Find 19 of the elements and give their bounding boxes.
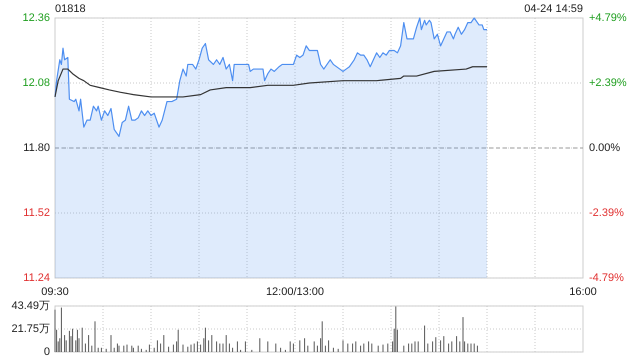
y2-tick-label: +4.79%	[589, 12, 627, 24]
x-tick-label: 09:30	[41, 286, 69, 298]
y2-tick-label: 0.00%	[589, 142, 620, 154]
chart-title: 01818	[55, 2, 86, 15]
y-tick-label: 43.49万	[11, 300, 50, 312]
y2-tick-label: -2.39%	[589, 206, 624, 219]
y-tick-label: 11.52	[23, 206, 50, 219]
y-tick-label: 12.08	[22, 76, 50, 89]
y2-tick-label: -4.79%	[589, 272, 624, 284]
y-tick-label: 21.75万	[11, 322, 50, 335]
x-tick-label: 16:00	[569, 286, 597, 298]
line-series	[54, 66, 488, 98]
text: 04-24 14:59	[524, 2, 583, 15]
y-tick-label: 0	[44, 346, 50, 358]
x-tick-label: 12:00/13:00	[266, 286, 324, 298]
y-tick-label: 12.36	[22, 12, 50, 24]
y-tick-label: 11.80	[23, 142, 50, 154]
y2-tick-label: +2.39%	[589, 77, 627, 90]
y-tick-label: 11.24	[23, 272, 50, 284]
